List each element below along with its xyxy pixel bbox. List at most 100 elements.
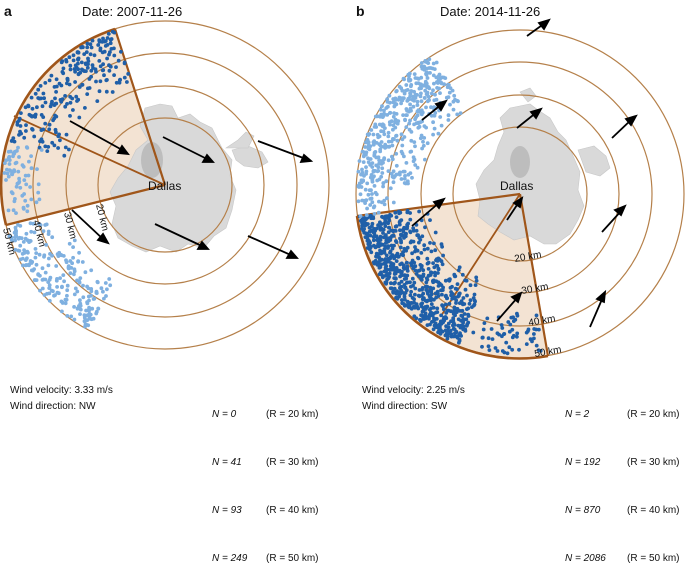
fire-point [398, 245, 403, 250]
fire-point [421, 272, 426, 277]
fire-point [11, 136, 16, 141]
fire-point [443, 333, 448, 338]
fire-point [60, 70, 65, 74]
fire-point [25, 203, 30, 208]
fire-point [22, 135, 27, 140]
fire-point [360, 149, 365, 154]
fire-point [38, 288, 42, 293]
fire-point [56, 291, 61, 296]
fire-point [48, 275, 53, 280]
fire-point [450, 88, 455, 93]
fire-point [378, 234, 383, 239]
fire-point [422, 136, 427, 140]
fire-point [371, 169, 376, 174]
fire-point [393, 210, 398, 215]
fire-point [374, 234, 379, 239]
fire-point [450, 296, 455, 301]
fire-point [71, 58, 76, 63]
fire-point [508, 322, 513, 327]
fire-point [43, 81, 48, 85]
fire-point [388, 110, 393, 115]
panel-b-date-title: Date: 2014-11-26 [440, 4, 540, 19]
fire-point [87, 298, 91, 303]
fire-point [413, 268, 418, 273]
fire-point [482, 321, 487, 325]
fire-point [428, 311, 433, 315]
fire-point [33, 278, 38, 282]
fire-point [431, 327, 436, 332]
fire-point [441, 307, 446, 312]
fire-point [368, 197, 373, 201]
fire-point [457, 338, 462, 343]
fire-point [401, 113, 405, 117]
fire-point [72, 292, 77, 297]
fire-point [400, 301, 405, 306]
fire-point [426, 61, 431, 65]
fire-point [413, 292, 417, 297]
fire-point [400, 298, 404, 302]
fire-point [24, 145, 29, 150]
fire-point [452, 93, 457, 98]
fire-point [378, 220, 382, 225]
count-n: N = 192 [565, 457, 601, 468]
fire-point [122, 61, 127, 66]
fire-point [4, 178, 8, 182]
fire-point [71, 255, 75, 260]
panel-b-count-row: N = 192 (R = 30 km) [565, 455, 680, 471]
fire-point [439, 313, 443, 318]
fire-point [424, 105, 428, 110]
fire-point [377, 251, 382, 256]
fire-point [434, 263, 439, 268]
fire-point [53, 113, 57, 118]
fire-point [59, 83, 64, 88]
fire-point [393, 224, 398, 229]
fire-point [515, 331, 520, 336]
fire-point [88, 52, 93, 57]
fire-point [422, 247, 427, 252]
fire-point [428, 218, 432, 223]
fire-point [85, 45, 90, 50]
panel-b-ring-label-50: 50 km [534, 344, 563, 360]
fire-point [425, 256, 430, 261]
fire-point [378, 248, 382, 253]
fire-point [424, 70, 429, 75]
fire-point [391, 100, 396, 105]
fire-point [116, 58, 121, 63]
fire-point [33, 91, 38, 96]
fire-point [436, 74, 441, 78]
fire-point [23, 236, 28, 241]
fire-point [24, 123, 28, 127]
fire-point [417, 268, 422, 273]
fire-point [370, 192, 374, 196]
fire-point [20, 256, 25, 261]
fire-point [372, 184, 377, 188]
fire-point [94, 311, 99, 316]
fire-point [538, 349, 543, 353]
fire-point [13, 247, 18, 252]
count-r: (R = 50 km) [266, 553, 319, 564]
fire-point [388, 250, 392, 255]
fire-point [393, 96, 398, 101]
panel-b-count-row: N = 870 (R = 40 km) [565, 503, 680, 519]
fire-point [524, 342, 529, 346]
fire-point [417, 209, 421, 214]
fire-point [51, 289, 55, 294]
fire-point [425, 246, 430, 251]
fire-point [485, 316, 490, 321]
fire-point [442, 82, 446, 87]
fire-point [419, 99, 424, 104]
fire-point [439, 123, 444, 128]
fire-point [419, 91, 423, 96]
fire-point [56, 146, 60, 150]
fire-point [391, 233, 395, 238]
fire-point [412, 280, 417, 285]
fire-point [395, 138, 400, 143]
fire-point [451, 316, 456, 320]
fire-point [75, 99, 79, 103]
fire-point [361, 154, 366, 159]
fire-point [373, 190, 378, 195]
fire-point [77, 115, 82, 120]
fire-point [368, 144, 373, 149]
fire-point [97, 59, 102, 63]
fire-point [361, 160, 366, 165]
